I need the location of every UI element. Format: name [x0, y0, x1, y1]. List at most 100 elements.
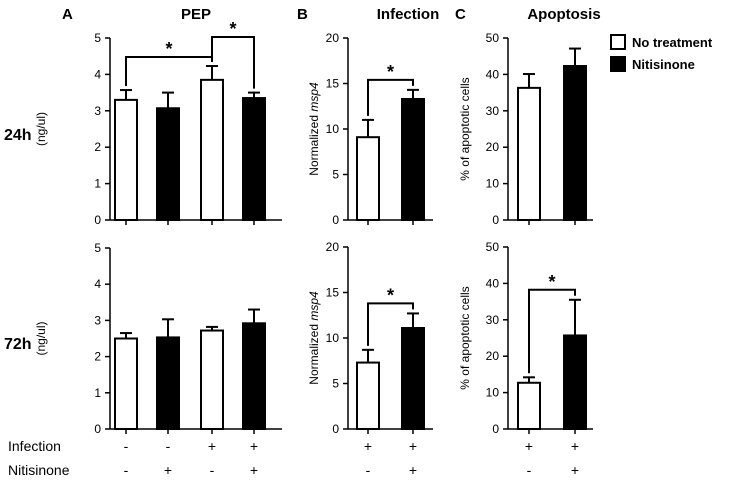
- y-tick-label: 5: [332, 377, 339, 391]
- bar-no-treatment: [114, 98, 138, 221]
- condition-sign: -: [124, 462, 129, 478]
- y-tick-label: 20: [486, 140, 500, 154]
- y-tick-label: 10: [326, 331, 340, 345]
- condition-sign: +: [250, 438, 258, 454]
- bar-nitisinone: [242, 322, 266, 430]
- y-tick-label: 50: [486, 31, 500, 45]
- condition-sign: +: [525, 438, 533, 454]
- significance-bracket: [125, 56, 213, 87]
- condition-sign: +: [571, 438, 579, 454]
- y-tick-label: 40: [486, 276, 500, 290]
- chart-a-24h: PEP 0 1 2 3 4 5 (ng/ul) * *: [34, 6, 282, 227]
- condition-sign: +: [409, 462, 417, 478]
- bar-no-treatment: [200, 78, 224, 221]
- y-tick-label: 20: [486, 349, 500, 363]
- y-tick-label: 0: [332, 422, 339, 436]
- condition-sign: -: [166, 438, 171, 454]
- bar-nitisinone: [563, 65, 587, 221]
- y-tick-label: 0: [94, 213, 101, 227]
- bar-nitisinone: [156, 336, 180, 430]
- significance-bracket: [211, 36, 255, 89]
- y-tick-label: 20: [326, 240, 340, 254]
- legend-label-no-treatment: No treatment: [632, 35, 713, 50]
- y-tick-label: 10: [486, 177, 500, 191]
- bar-no-treatment: [356, 136, 380, 221]
- y-axis-label: Normalized msp4: [307, 291, 321, 385]
- y-axis-label-text: Normalized: [307, 112, 321, 176]
- y-tick-label: 0: [94, 422, 101, 436]
- y-axis-label: % of apoptotic cells: [458, 286, 472, 389]
- condition-sign: -: [210, 462, 215, 478]
- y-tick-label: 4: [94, 67, 101, 81]
- y-axis-label-gene: msp4: [307, 82, 321, 112]
- y-tick-label: 1: [94, 177, 101, 191]
- significance-bracket: [528, 288, 576, 374]
- significance-bracket: [367, 302, 414, 346]
- significance-bracket: [367, 78, 414, 116]
- panel-letter-a: A: [62, 6, 73, 23]
- bar-nitisinone: [242, 97, 266, 221]
- y-tick-label: 4: [94, 277, 101, 291]
- charts: PEP 0 1 2 3 4 5 (ng/ul) * * 0 1 2 3 4 5 (ng/ul) Infection…: [34, 6, 601, 478]
- bar-nitisinone: [156, 107, 180, 221]
- chart-title: PEP: [181, 6, 211, 23]
- bar-no-treatment: [200, 329, 224, 431]
- bar-no-treatment: [114, 337, 138, 430]
- y-tick-label: 30: [486, 104, 500, 118]
- y-tick-label: 5: [332, 168, 339, 182]
- condition-sign: +: [409, 438, 417, 454]
- legend-label-nitisinone: Nitisinone: [632, 57, 695, 72]
- y-tick-label: 30: [486, 313, 500, 327]
- chart-c-72h: 0 10 20 30 40 50 % of apoptotic cells *: [458, 240, 593, 436]
- row-label-72h: 72h: [4, 336, 32, 353]
- legend: No treatment Nitisinone: [610, 34, 713, 72]
- condition-sign: -: [124, 438, 129, 454]
- condition-row-label-infection: Infection: [8, 438, 61, 454]
- condition-sign: +: [571, 462, 579, 478]
- y-axis-label-gene: msp4: [307, 291, 321, 321]
- condition-row-label-nitisinone: Nitisinone: [8, 462, 70, 478]
- legend-swatch-nitisinone: [610, 56, 626, 72]
- bar-no-treatment: [517, 381, 541, 431]
- y-tick-label: 0: [332, 213, 339, 227]
- chart-b-72h: 0 5 10 15 20 Normalized msp4 *: [307, 240, 433, 436]
- y-axis-label: % of apoptotic cells: [458, 77, 472, 180]
- y-tick-label: 0: [492, 213, 499, 227]
- condition-sign: +: [164, 462, 172, 478]
- significance-star: *: [548, 272, 555, 292]
- y-axis-label: (ng/ul): [34, 112, 48, 146]
- bar-nitisinone: [401, 326, 425, 430]
- legend-swatch-no-treatment: [610, 34, 626, 50]
- condition-table: Infection Nitisinone: [8, 438, 70, 478]
- significance-star: *: [387, 62, 394, 82]
- y-tick-label: 15: [326, 77, 340, 91]
- chart-title: Infection: [377, 6, 440, 23]
- y-tick-label: 2: [94, 350, 101, 364]
- y-axis-label: (ng/ul): [34, 321, 48, 355]
- row-label-24h: 24h: [4, 127, 32, 144]
- y-tick-label: 5: [94, 31, 101, 45]
- y-tick-label: 50: [486, 240, 500, 254]
- condition-sign: +: [364, 438, 372, 454]
- condition-sign: +: [208, 438, 216, 454]
- condition-sign: -: [366, 462, 371, 478]
- bar-no-treatment: [517, 86, 541, 221]
- y-axis-label-text: Normalized: [307, 321, 321, 385]
- y-tick-label: 15: [326, 286, 340, 300]
- y-tick-label: 20: [326, 31, 340, 45]
- bar-no-treatment: [356, 361, 380, 431]
- y-tick-label: 0: [492, 422, 499, 436]
- chart-c-24h: Apoptosis 0 10 20 30 40 50 % of apoptotic cells: [458, 6, 601, 227]
- y-tick-label: 2: [94, 140, 101, 154]
- bar-nitisinone: [563, 334, 587, 430]
- chart-title: Apoptosis: [527, 6, 600, 23]
- y-tick-label: 5: [94, 241, 101, 255]
- condition-sign: +: [250, 462, 258, 478]
- panel-letter-b: B: [297, 6, 308, 23]
- chart-b-24h: Infection 0 5 10 15 20 Normalized msp4 *: [307, 6, 439, 227]
- y-tick-label: 1: [94, 386, 101, 400]
- y-tick-label: 3: [94, 313, 101, 327]
- y-tick-label: 40: [486, 67, 500, 81]
- bar-nitisinone: [401, 97, 425, 221]
